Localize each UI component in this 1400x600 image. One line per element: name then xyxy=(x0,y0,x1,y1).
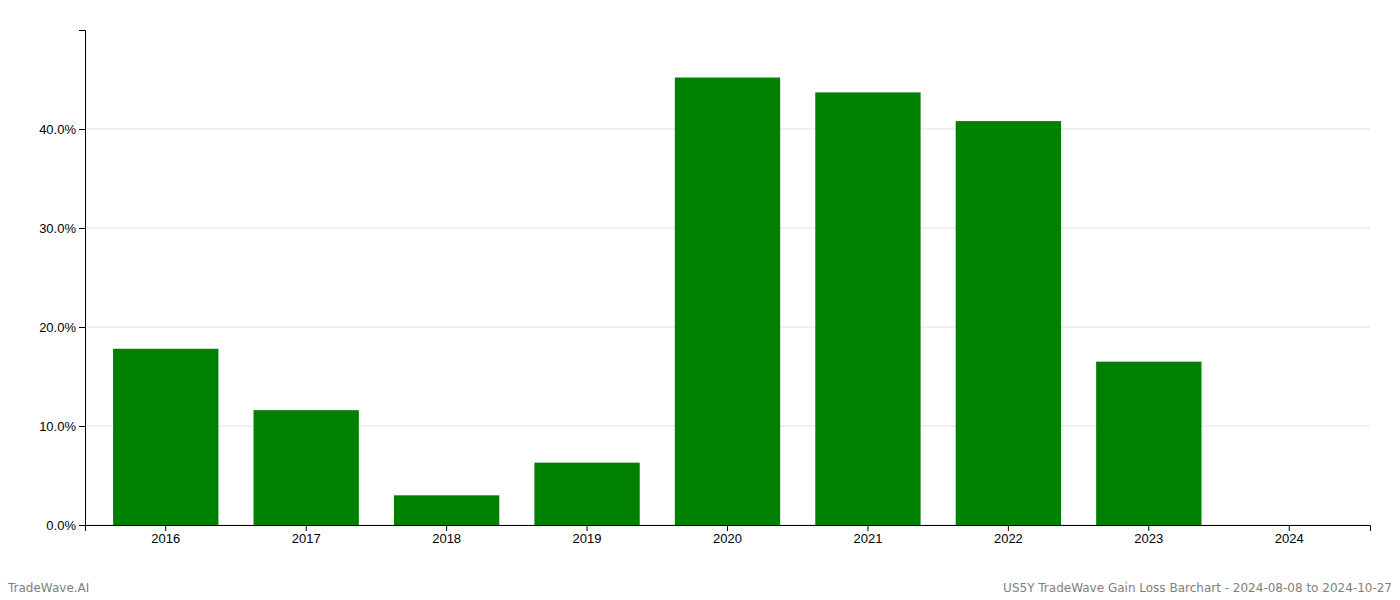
y-tick-mark xyxy=(79,129,85,130)
x-tick-label: 2022 xyxy=(994,531,1023,546)
y-tick-mark xyxy=(79,228,85,229)
y-tick: 20.0% xyxy=(39,320,85,335)
x-tick-label: 2018 xyxy=(432,531,461,546)
y-tick: 10.0% xyxy=(39,419,85,434)
y-tick-mark xyxy=(79,327,85,328)
bar xyxy=(1096,362,1201,525)
y-axis: 0.0% 10.0% 20.0% 30.0% 40.0% xyxy=(39,31,85,533)
x-tick-mark xyxy=(727,525,728,531)
bars xyxy=(113,78,1201,525)
x-tick-mark xyxy=(1148,525,1149,531)
bar xyxy=(113,349,218,525)
bar xyxy=(815,92,920,525)
x-tick-label: 2017 xyxy=(292,531,321,546)
x-tick-label: 2019 xyxy=(573,531,602,546)
y-axis-line xyxy=(79,31,86,526)
y-tick-mark xyxy=(79,525,85,526)
bar xyxy=(254,410,359,525)
x-tick-mark xyxy=(306,525,307,531)
x-tick: 2016 xyxy=(151,525,180,546)
plot: 0.0% 10.0% 20.0% 30.0% 40.0% 2016 2017 2018 2019… xyxy=(39,31,1370,547)
x-tick-mark xyxy=(446,525,447,531)
x-tick: 2021 xyxy=(853,525,882,546)
x-tick: 2022 xyxy=(994,525,1023,546)
y-tick-mark xyxy=(79,426,85,427)
x-tick-mark xyxy=(1289,525,1290,531)
x-axis: 2016 2017 2018 2019 2020 2021 2022 2023 2024 xyxy=(86,525,1371,546)
y-tick: 30.0% xyxy=(39,221,85,236)
x-tick: 2020 xyxy=(713,525,742,546)
annotations: TradeWave.AI US5Y TradeWave Gain Loss Bar… xyxy=(7,581,1392,595)
y-tick-label: 10.0% xyxy=(39,419,76,434)
y-tick-label: 20.0% xyxy=(39,320,76,335)
y-tick: 40.0% xyxy=(39,122,85,137)
x-tick-label: 2021 xyxy=(853,531,882,546)
x-tick-label: 2023 xyxy=(1134,531,1163,546)
x-tick: 2019 xyxy=(573,525,602,546)
x-tick-label: 2020 xyxy=(713,531,742,546)
bar xyxy=(534,463,639,525)
x-axis-line xyxy=(86,526,1371,532)
bar xyxy=(675,78,780,525)
y-tick: 0.0% xyxy=(46,518,85,533)
x-tick: 2024 xyxy=(1275,525,1304,546)
x-tick: 2017 xyxy=(292,525,321,546)
x-tick-mark xyxy=(587,525,588,531)
x-tick-mark xyxy=(165,525,166,531)
x-tick-mark xyxy=(867,525,868,531)
annotation: TradeWave.AI xyxy=(7,581,89,595)
chart-container: 0.0% 10.0% 20.0% 30.0% 40.0% 2016 2017 2018 2019… xyxy=(0,0,1400,600)
x-tick-label: 2016 xyxy=(151,531,180,546)
x-tick-label: 2024 xyxy=(1275,531,1304,546)
y-tick-label: 40.0% xyxy=(39,122,76,137)
x-tick: 2018 xyxy=(432,525,461,546)
chart-svg: 0.0% 10.0% 20.0% 30.0% 40.0% 2016 2017 2018 2019… xyxy=(0,0,1400,600)
y-tick-label: 0.0% xyxy=(46,518,76,533)
y-tick-label: 30.0% xyxy=(39,221,76,236)
x-tick: 2023 xyxy=(1134,525,1163,546)
annotation: US5Y TradeWave Gain Loss Barchart - 2024… xyxy=(1003,581,1392,595)
bar xyxy=(394,495,499,525)
bar xyxy=(1237,525,1342,526)
x-tick-mark xyxy=(1008,525,1009,531)
bar xyxy=(956,121,1061,525)
